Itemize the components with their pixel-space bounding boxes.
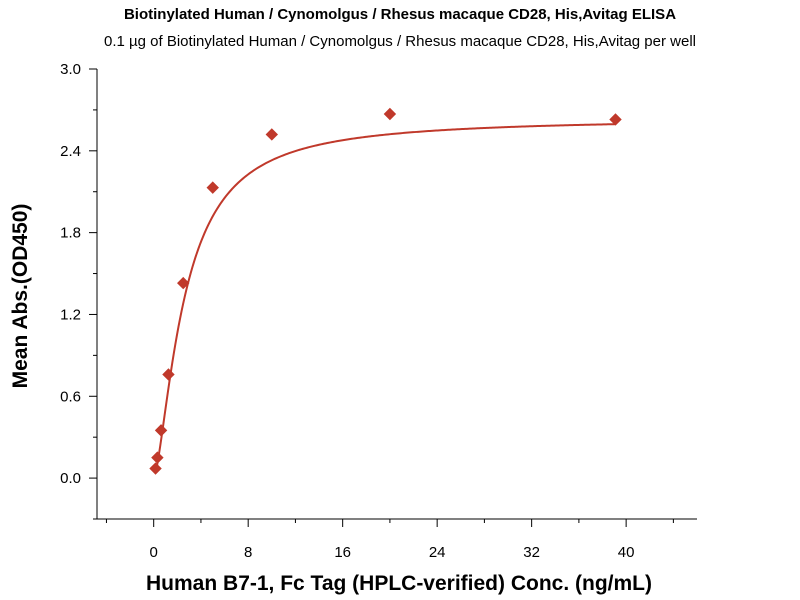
data-points <box>149 107 622 475</box>
x-axis-label: Human B7-1, Fc Tag (HPLC-verified) Conc.… <box>146 572 652 595</box>
axes <box>96 69 697 520</box>
x-tick-label: 40 <box>618 544 635 561</box>
x-tick-label: 0 <box>150 544 158 561</box>
fit-curve <box>154 123 616 474</box>
y-tick-label: 3.0 <box>60 61 81 78</box>
data-point <box>154 424 168 437</box>
x-tick-label: 32 <box>523 544 540 561</box>
x-tick-label: 24 <box>429 544 446 561</box>
data-point <box>162 368 175 381</box>
y-tick-label: 2.4 <box>60 143 81 160</box>
y-tick-label: 0.0 <box>60 470 81 487</box>
chart-title: Biotinylated Human / Cynomolgus / Rhesus… <box>123 6 677 23</box>
data-point <box>383 107 397 121</box>
y-tick-label: 1.8 <box>60 225 81 242</box>
data-point <box>177 276 190 290</box>
y-axis-label: Mean Abs.(OD450) <box>9 204 32 389</box>
x-tick-label: 8 <box>244 544 252 561</box>
x-tick-label: 16 <box>334 544 351 561</box>
y-tick-label: 0.6 <box>60 388 81 405</box>
x-axis-ticks: 0 8 16 24 32 40 <box>105 519 674 561</box>
data-point <box>151 451 164 464</box>
data-point <box>609 113 622 126</box>
data-point <box>265 128 279 141</box>
data-point <box>149 462 162 475</box>
y-tick-label: 1.2 <box>60 306 81 323</box>
chart-subtitle: 0.1 µg of Biotinylated Human / Cynomolgu… <box>104 33 696 50</box>
data-point <box>206 181 219 194</box>
y-axis-ticks: 0.0 0.6 1.2 1.8 2.4 3.0 <box>60 61 97 520</box>
